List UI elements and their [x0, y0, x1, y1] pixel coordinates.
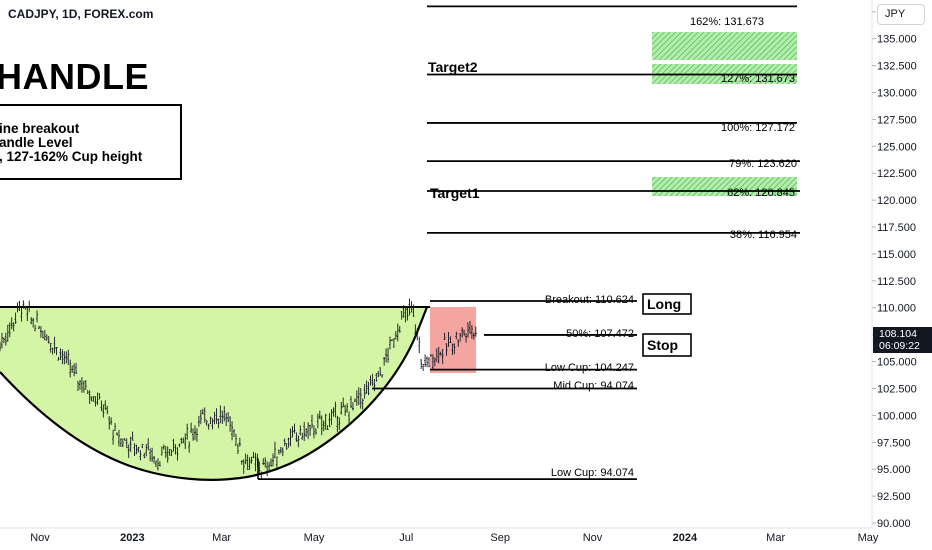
level-label-low-cup-94: Low Cup: 94.074 — [551, 467, 634, 479]
y-tick-label: 90.000 — [877, 518, 911, 530]
y-tick-label: 97.500 — [877, 437, 911, 449]
y-tick-label: 100.000 — [877, 410, 917, 422]
y-tick-label: 127.500 — [877, 114, 917, 126]
x-tick-label: Mar — [766, 532, 785, 544]
level-label-127: 127%: 131.673 — [721, 73, 795, 85]
cup-curve — [0, 306, 429, 481]
x-tick-label: Nov — [583, 532, 603, 544]
x-tick-label: May — [304, 532, 325, 544]
currency-button[interactable]: JPY — [877, 4, 925, 25]
x-tick-label: Sep — [490, 532, 510, 544]
entry-zone — [430, 307, 476, 373]
y-tick-label: 115.000 — [877, 249, 916, 261]
cup-fill — [0, 307, 427, 480]
target2-label: Target2 — [428, 59, 478, 75]
last-price-value: 108.104 — [879, 328, 917, 340]
level-label-mid-cup: Mid Cup: 94.074 — [553, 380, 634, 392]
x-tick-label: 2023 — [120, 532, 144, 544]
long-tag-box — [642, 293, 692, 315]
level-label-62: 62%: 120.845 — [727, 187, 795, 199]
y-tick-label: 92.500 — [877, 491, 911, 503]
level-label-low-cup-104: Low Cup: 104.247 — [545, 362, 634, 374]
y-tick-label: 120.000 — [877, 195, 917, 207]
y-tick-label: 132.500 — [877, 61, 917, 73]
notes-box: ine breakout andle Level , 127-162% Cup … — [0, 104, 182, 180]
level-label-breakout: Breakout: 110.624 — [545, 294, 634, 306]
target1-label: Target1 — [430, 185, 480, 201]
note-line-2: andle Level — [0, 135, 73, 150]
last-price-tag: 108.104 06:09:22 — [873, 327, 932, 353]
stop-tag[interactable]: Stop — [647, 337, 678, 353]
y-tick-label: 135.000 — [877, 34, 917, 46]
long-tag[interactable]: Long — [647, 296, 681, 312]
note-line-1: ine breakout — [0, 121, 80, 136]
x-tick-label: 2024 — [673, 532, 698, 544]
level-label-100: 100%: 127.172 — [721, 122, 795, 134]
pattern-title: HANDLE — [0, 56, 149, 97]
y-tick-label: 105.000 — [877, 357, 917, 369]
x-tick-label: May — [858, 532, 879, 544]
level-label-38: 38%: 116.954 — [730, 229, 797, 241]
y-tick-label: 95.000 — [877, 464, 911, 476]
price-axis[interactable]: 137.500135.000132.500130.000127.500125.0… — [872, 7, 917, 530]
fib-levels — [257, 5, 800, 481]
y-tick-label: 112.500 — [877, 276, 916, 288]
level-label-162: 162%: 131.673 — [690, 16, 764, 28]
symbol-header[interactable]: CADJPY, 1D, FOREX.com — [8, 7, 154, 21]
y-tick-label: 122.500 — [877, 168, 917, 180]
target2-zone-upper — [652, 32, 797, 60]
y-tick-label: 130.000 — [877, 87, 917, 99]
x-tick-label: Mar — [212, 532, 231, 544]
stop-tag-box — [642, 333, 692, 357]
price-bars — [0, 298, 477, 479]
y-tick-label: 117.500 — [877, 222, 916, 234]
y-tick-label: 125.000 — [877, 141, 917, 153]
level-label-50: 50%: 107.472 — [566, 328, 634, 340]
note-line-3: , 127-162% Cup height — [0, 149, 143, 164]
time-axis[interactable]: Nov 2023 Mar May Jul Sep Nov 2024 Mar May — [30, 532, 879, 544]
x-tick-label: Nov — [30, 532, 50, 544]
y-tick-label: 110.000 — [877, 303, 916, 315]
y-tick-label: 102.500 — [877, 383, 917, 395]
x-tick-label: Jul — [399, 532, 413, 544]
level-label-79: 79%: 123.620 — [729, 158, 797, 170]
countdown-timer: 06:09:22 — [879, 340, 920, 352]
